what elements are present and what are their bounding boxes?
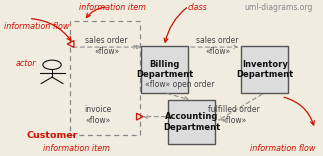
Text: information flow: information flow xyxy=(250,144,316,153)
Text: sales order: sales order xyxy=(196,36,239,45)
Text: sales order: sales order xyxy=(86,36,128,45)
Text: «flow»: «flow» xyxy=(205,47,230,56)
FancyBboxPatch shape xyxy=(141,46,188,93)
Text: «flow»: «flow» xyxy=(94,47,120,56)
Text: information item: information item xyxy=(43,144,110,153)
Text: «flow»: «flow» xyxy=(222,116,247,125)
Text: Accounting
Department: Accounting Department xyxy=(163,112,220,132)
Text: fulfilled order: fulfilled order xyxy=(208,105,260,114)
Text: «flow»: «flow» xyxy=(85,116,110,125)
Text: «flow» open order: «flow» open order xyxy=(145,80,214,89)
Text: Customer: Customer xyxy=(26,132,78,141)
Text: class: class xyxy=(188,3,208,12)
Text: actor: actor xyxy=(16,59,36,68)
Text: uml-diagrams.org: uml-diagrams.org xyxy=(244,3,313,12)
Text: Billing
Department: Billing Department xyxy=(136,60,193,79)
FancyBboxPatch shape xyxy=(168,100,215,144)
Text: information item: information item xyxy=(79,3,146,12)
Text: information flow: information flow xyxy=(4,22,69,32)
Text: invoice: invoice xyxy=(84,105,111,114)
FancyBboxPatch shape xyxy=(241,46,288,93)
Text: Inventory
Department: Inventory Department xyxy=(236,60,293,79)
